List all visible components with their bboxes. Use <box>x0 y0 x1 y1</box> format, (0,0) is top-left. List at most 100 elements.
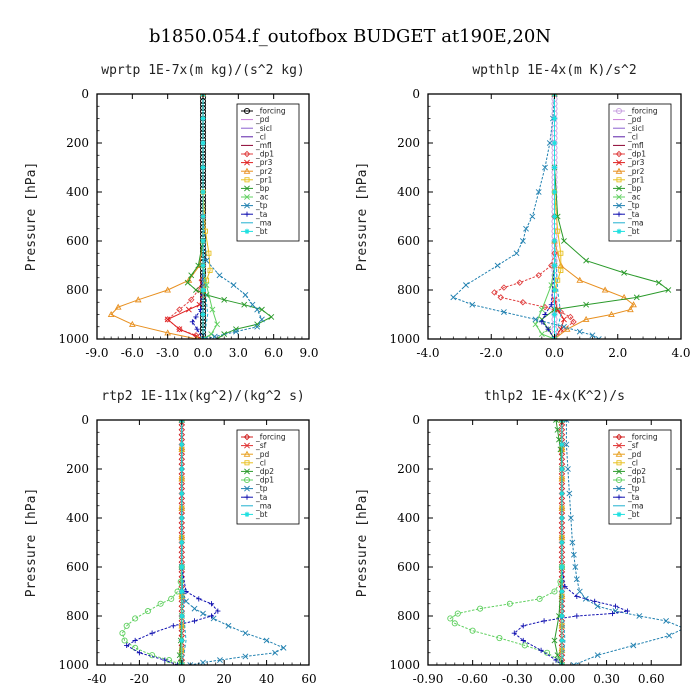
legend-marker <box>615 150 623 158</box>
legend-entry: _dp2 <box>255 467 274 476</box>
data-point <box>557 578 564 585</box>
y-tick-label: 200 <box>397 136 420 150</box>
data-point <box>558 267 564 273</box>
data-point <box>561 323 567 330</box>
legend-entry: _sicl <box>255 124 272 133</box>
data-point <box>233 328 239 335</box>
data-point <box>529 213 536 220</box>
data-point <box>538 331 545 338</box>
data-point <box>556 436 562 443</box>
y-tick-label: 800 <box>397 283 420 297</box>
data-point <box>542 311 548 318</box>
panel-title: wprtp 1E-7x(m kg)/(s^2 kg) <box>101 63 305 78</box>
y-tick-label: 0 <box>81 413 89 427</box>
data-point <box>221 296 228 303</box>
data-point <box>553 420 559 423</box>
legend-entry: _ta <box>627 493 639 502</box>
data-point <box>573 576 580 583</box>
y-tick-label: 600 <box>66 560 89 574</box>
x-tick-label: 4.0 <box>671 346 690 360</box>
data-point <box>200 311 206 318</box>
data-point <box>551 287 558 293</box>
panels-group: wprtp 1E-7x(m kg)/(s^2 kg) Pressure [hPa]… <box>24 63 691 686</box>
data-point <box>123 622 130 629</box>
data-point <box>555 228 561 234</box>
series-line-ta <box>125 420 219 665</box>
legend-entry: _ac <box>627 193 640 202</box>
legend-marker <box>616 485 622 492</box>
y-tick-label: 800 <box>66 283 89 297</box>
legend-marker <box>244 159 250 166</box>
legend-entry: _pr1 <box>255 175 273 184</box>
x-tick-label: 0.60 <box>638 672 665 686</box>
legend: _forcing_sf_pd_cl_dp2_dp1_tp_ta_ma_bt <box>236 429 300 525</box>
panel-title: rtp2 1E-11x(kg^2)/(kg^2 s) <box>101 389 305 404</box>
series-line-tp <box>181 420 285 665</box>
data-point <box>194 326 200 332</box>
data-point <box>225 622 232 629</box>
data-point <box>497 294 504 301</box>
data-point <box>506 600 513 607</box>
x-tick-label: -9.0 <box>85 346 108 360</box>
legend-entry: _tp <box>627 201 640 210</box>
legend-entry: _cl <box>627 132 638 141</box>
panel-4: thlp2 1E-4x(K^2)/s Pressure [hPa] -0.90 -0.… <box>355 389 682 686</box>
data-point <box>612 603 619 609</box>
data-point <box>624 608 631 614</box>
series-line-pr2 <box>110 94 204 339</box>
legend-box <box>236 103 300 242</box>
legend-entry: _mfl <box>627 141 644 150</box>
data-point <box>523 225 529 232</box>
data-point <box>559 466 565 472</box>
x-tick-label: 2.0 <box>608 346 627 360</box>
data-point <box>196 596 202 602</box>
legend-entry: _bt <box>255 510 268 519</box>
data-point <box>630 301 637 308</box>
x-tick-label: 60 <box>301 672 316 686</box>
data-point <box>211 333 218 339</box>
data-point <box>200 610 206 617</box>
legend-marker <box>243 433 251 441</box>
data-point <box>179 515 185 521</box>
data-point <box>162 657 168 663</box>
data-point <box>666 632 673 639</box>
data-point <box>574 593 580 599</box>
data-point <box>561 316 567 323</box>
series-line-dp1 <box>449 420 563 665</box>
data-point <box>564 466 571 472</box>
data-point <box>554 426 561 433</box>
legend-entry: _cl <box>255 132 266 141</box>
series-line-pr2 <box>554 94 635 339</box>
y-tick-label: 1000 <box>389 332 420 346</box>
data-point <box>532 321 539 328</box>
data-point <box>558 250 564 256</box>
legend-entry: _dp2 <box>627 467 646 476</box>
legend-entry: _forcing <box>255 433 286 442</box>
legend-marker <box>244 177 250 183</box>
data-point <box>132 637 138 644</box>
data-point <box>551 140 558 146</box>
data-point <box>559 613 565 619</box>
legend-entry: _forcing <box>627 433 658 442</box>
data-point <box>164 286 172 293</box>
legend-marker <box>616 494 622 500</box>
legend-entry: _dp1 <box>627 150 646 159</box>
data-point <box>477 605 484 612</box>
data-point <box>188 272 195 279</box>
data-point <box>594 603 601 610</box>
data-point <box>200 262 206 269</box>
x-tick-label: -0.60 <box>457 672 488 686</box>
data-point <box>594 652 601 659</box>
data-point <box>608 310 615 318</box>
data-point <box>202 336 209 339</box>
panel-2: wpthlp 1E-4x(m K)/s^2 Pressure [hPa] -4.0 -… <box>355 63 691 360</box>
legend: _forcing_pd_sicl_cl_mfl_dp1_pr3_pr2_pr1_… <box>608 103 672 242</box>
data-point <box>521 642 528 649</box>
data-point <box>176 306 183 313</box>
y-tick-label: 600 <box>66 234 89 248</box>
data-point <box>500 284 508 291</box>
y-tick-label: 1000 <box>389 658 420 672</box>
legend-entry: _mfl <box>255 141 272 150</box>
data-point <box>191 618 198 624</box>
